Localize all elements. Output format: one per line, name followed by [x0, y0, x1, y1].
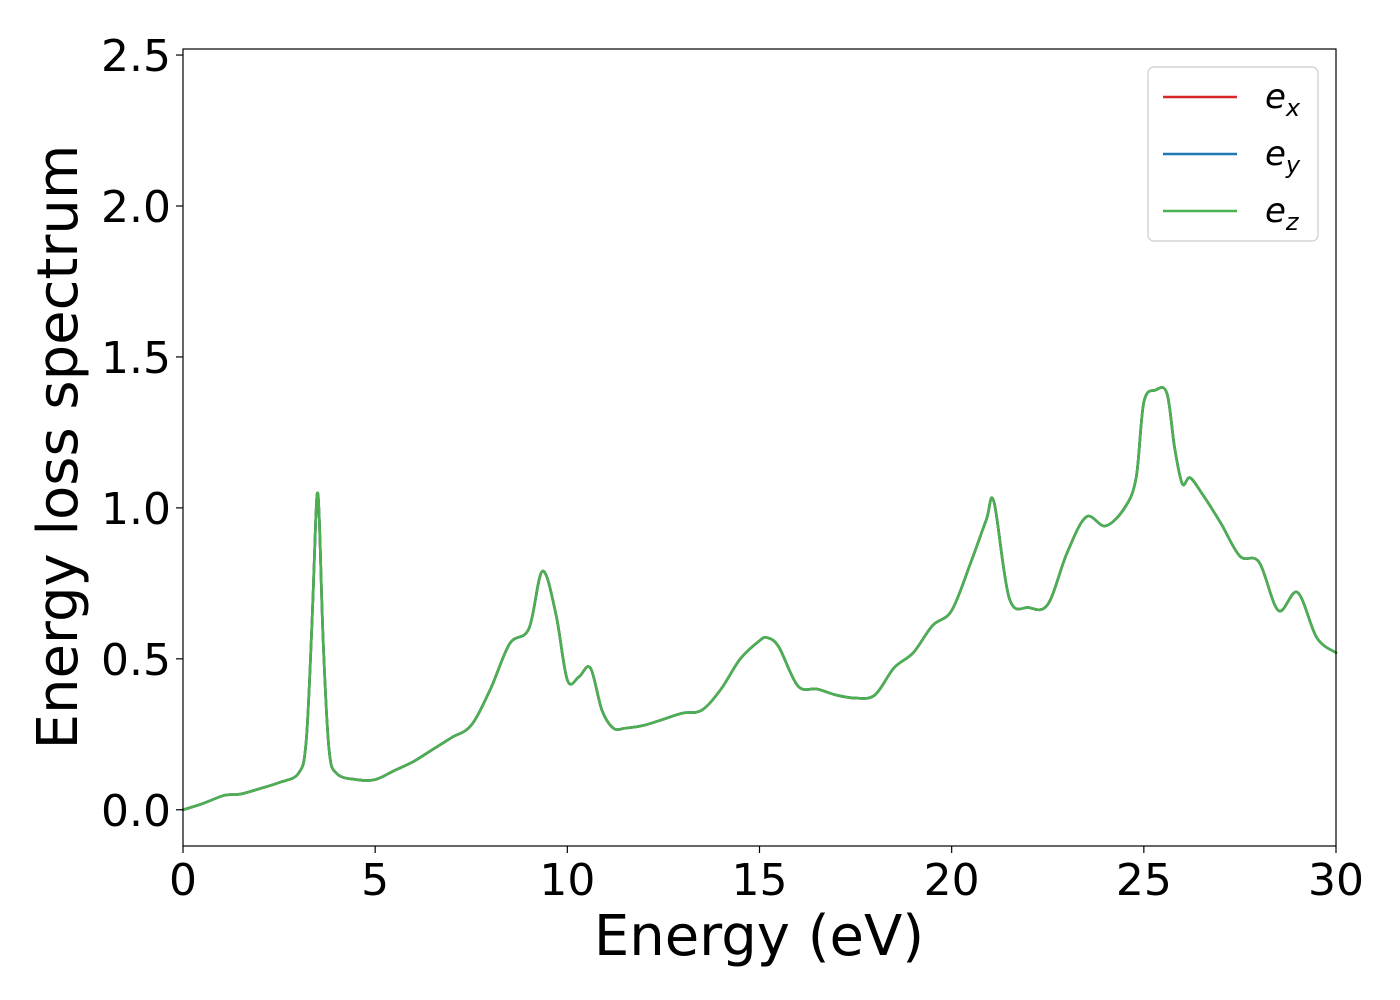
- legend-label-e-z: ez: [1265, 191, 1300, 236]
- legend-label-base: e: [1265, 77, 1286, 117]
- series-layer: [181, 386, 1338, 812]
- x-axis-label: Energy (eV): [594, 904, 924, 969]
- series-line-e-x: [181, 386, 1338, 812]
- x-tick-label: 10: [539, 855, 595, 906]
- x-tick-label: 0: [169, 855, 197, 906]
- legend-label-subscript: z: [1285, 208, 1300, 236]
- legend-label-subscript: y: [1285, 151, 1301, 179]
- y-axis-label: Energy loss spectrum: [26, 145, 91, 750]
- series-line-e-y: [181, 386, 1338, 812]
- y-tick-label: 1.0: [101, 484, 171, 535]
- y-tick-label: 0.0: [101, 786, 171, 837]
- y-axis: 0.0 0.5 1.0 1.5 2.0 2.5: [101, 31, 183, 837]
- y-tick-label: 2.5: [101, 31, 171, 82]
- x-tick-label: 25: [1116, 855, 1172, 906]
- legend-label-base: e: [1265, 134, 1286, 174]
- legend-label-e-y: ey: [1265, 134, 1301, 179]
- y-tick-label: 0.5: [101, 635, 171, 686]
- legend-label-base: e: [1265, 191, 1286, 231]
- y-tick-label: 2.0: [101, 182, 171, 233]
- x-tick-label: 15: [732, 855, 788, 906]
- x-axis: 0 5 10 15 20 25 30: [169, 846, 1364, 906]
- legend-label-e-x: ex: [1265, 77, 1301, 122]
- x-tick-label: 5: [361, 855, 389, 906]
- series-line-e-z: [181, 386, 1338, 812]
- y-tick-label: 1.5: [101, 333, 171, 384]
- x-tick-label: 20: [924, 855, 980, 906]
- legend-label-subscript: x: [1285, 94, 1301, 122]
- x-tick-label: 30: [1308, 855, 1364, 906]
